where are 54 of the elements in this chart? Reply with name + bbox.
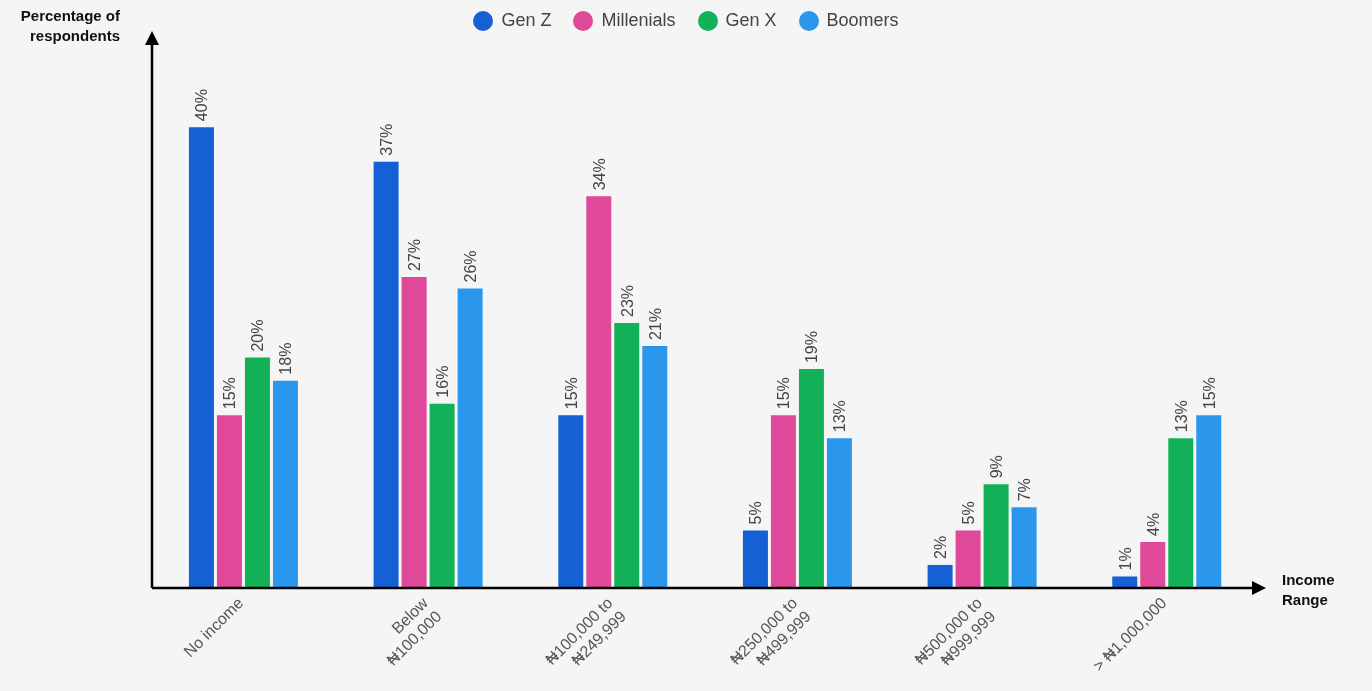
bar [373, 161, 399, 588]
data-label: 26% [462, 250, 480, 283]
data-label: 9% [988, 455, 1006, 479]
bar [1168, 438, 1194, 588]
data-label: 13% [1172, 400, 1190, 433]
y-axis-title: Percentage of respondents [19, 6, 120, 46]
legend-label: Gen X [725, 10, 777, 31]
data-label: 15% [221, 377, 239, 410]
bar [1140, 541, 1166, 588]
data-label: 19% [803, 331, 821, 364]
bar [1011, 507, 1037, 588]
bar [1196, 415, 1222, 588]
legend-label: Millenials [601, 10, 676, 31]
data-label: 21% [646, 308, 664, 341]
bar [798, 369, 824, 588]
bar [955, 530, 981, 588]
bar [770, 415, 796, 588]
bar [1112, 576, 1138, 588]
bar [188, 127, 214, 588]
data-label: 15% [775, 377, 793, 410]
data-label: 1% [1116, 547, 1134, 571]
data-label: 5% [960, 501, 978, 525]
data-label: 15% [1200, 377, 1218, 410]
x-axis-title: Income Range [1282, 570, 1336, 610]
data-label: 23% [618, 284, 636, 318]
data-label: 37% [378, 123, 396, 156]
bar [401, 276, 427, 588]
data-label: 5% [747, 501, 765, 525]
data-label: 27% [406, 238, 424, 271]
legend-label: Gen Z [501, 10, 552, 31]
data-label: 18% [277, 342, 295, 375]
bar [742, 530, 768, 588]
bar [216, 415, 242, 588]
legend-label: Boomers [826, 10, 899, 31]
data-label: 34% [590, 158, 608, 191]
bar [244, 357, 270, 588]
bar [927, 564, 953, 588]
bar [826, 438, 852, 588]
bar [642, 346, 668, 588]
data-label: 40% [193, 89, 211, 122]
bar [983, 484, 1009, 588]
data-label: 20% [249, 319, 267, 352]
bar [429, 403, 455, 588]
bar [586, 196, 612, 588]
bar [457, 288, 483, 588]
bar [614, 323, 640, 588]
bar [558, 415, 584, 588]
data-label: 13% [831, 400, 849, 433]
data-label: 4% [1144, 512, 1162, 536]
data-label: 2% [932, 535, 950, 559]
data-label: 7% [1016, 478, 1034, 502]
data-label: 15% [562, 377, 580, 410]
data-label: 16% [434, 365, 452, 398]
bar [272, 380, 298, 588]
